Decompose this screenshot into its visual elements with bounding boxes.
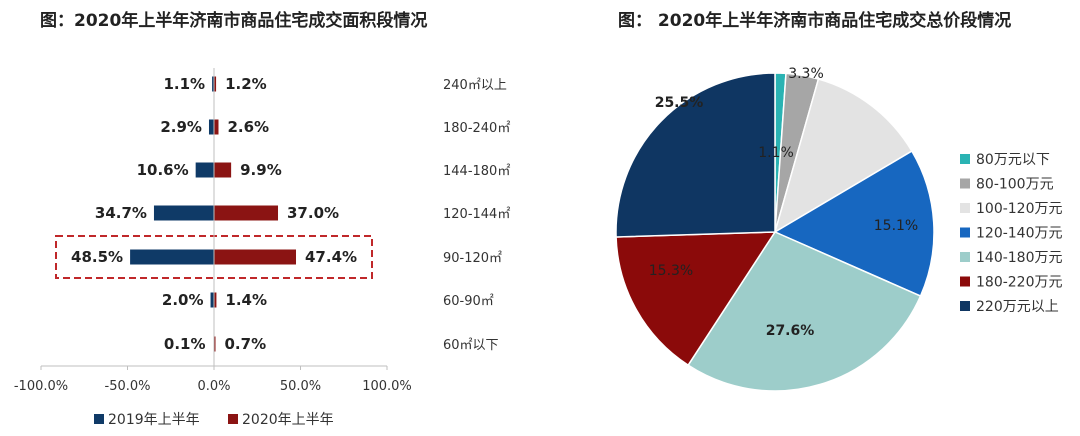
bar-chart-title: 图：2020年上半年济南市商品住宅成交面积段情况 bbox=[40, 11, 428, 31]
bar-2020 bbox=[214, 119, 219, 135]
category-label: 120-144㎡ bbox=[443, 207, 510, 222]
pie-legend-label: 80万元以下 bbox=[976, 152, 1050, 168]
legend-swatch-2020 bbox=[228, 414, 238, 424]
value-label-2020: 47.4% bbox=[305, 248, 357, 266]
category-label: 180-240㎡ bbox=[443, 121, 510, 136]
x-tick-label: -100.0% bbox=[14, 379, 68, 394]
value-label-2020: 9.9% bbox=[240, 161, 282, 179]
legend-label-2020: 2020年上半年 bbox=[242, 412, 334, 428]
pie-legend-swatch bbox=[960, 154, 970, 164]
category-label: 60㎡以下 bbox=[443, 338, 499, 353]
bar-2019 bbox=[153, 205, 214, 221]
bar-2020 bbox=[214, 205, 279, 221]
x-tick-label: 100.0% bbox=[362, 379, 412, 394]
pie-legend-label: 80-100万元 bbox=[976, 177, 1054, 193]
legend-label-2019: 2019年上半年 bbox=[108, 412, 200, 428]
pie-slice bbox=[774, 72, 787, 233]
pie-value-label: 15.3% bbox=[649, 263, 693, 279]
category-label: 144-180㎡ bbox=[443, 164, 510, 179]
x-tick-label: 50.0% bbox=[280, 379, 321, 394]
pie-legend-label: 120-140万元 bbox=[976, 226, 1063, 242]
bar-2019 bbox=[195, 162, 214, 178]
value-label-2019: 0.1% bbox=[164, 335, 206, 353]
bar-2019 bbox=[212, 76, 214, 92]
pie-slice bbox=[773, 150, 935, 298]
value-label-2020: 0.7% bbox=[225, 335, 267, 353]
pie-slice bbox=[774, 72, 820, 233]
bar-2020 bbox=[214, 76, 217, 92]
bar-2019 bbox=[130, 249, 214, 265]
value-label-2019: 34.7% bbox=[95, 204, 147, 222]
legend-swatch-2019 bbox=[94, 414, 104, 424]
value-label-2019: 48.5% bbox=[71, 248, 123, 266]
value-label-2019: 1.1% bbox=[163, 75, 205, 93]
bar-2020 bbox=[214, 292, 217, 308]
pie-slice bbox=[615, 72, 776, 238]
pie-value-label: 25.5% bbox=[655, 95, 704, 111]
pie-legend-swatch bbox=[960, 178, 970, 189]
bar-2020 bbox=[214, 336, 216, 352]
category-label: 90-120㎡ bbox=[443, 251, 502, 266]
x-tick-label: 0.0% bbox=[197, 379, 230, 394]
pie-slice bbox=[615, 231, 777, 367]
x-tick-label: -50.0% bbox=[105, 379, 151, 394]
pie-legend-swatch bbox=[960, 301, 970, 311]
bar-2019 bbox=[208, 119, 214, 135]
value-label-2020: 1.4% bbox=[225, 291, 267, 309]
pie-slice bbox=[773, 78, 913, 234]
pie-value-label: 1.1% bbox=[758, 145, 794, 161]
bar-2019 bbox=[210, 292, 214, 308]
pie-chart-title: 图： 2020年上半年济南市商品住宅成交总价段情况 bbox=[618, 11, 1012, 31]
pie-legend-label: 140-180万元 bbox=[976, 250, 1063, 266]
bar-chart: 1.1% 1.2% 240㎡以上 2.9% 2.6% 180-240㎡ 10.6% 9.9% 1… bbox=[14, 68, 510, 428]
value-label-2019: 10.6% bbox=[137, 161, 189, 179]
bar-2020 bbox=[214, 162, 232, 178]
value-label-2020: 37.0% bbox=[287, 204, 339, 222]
value-label-2019: 2.0% bbox=[162, 291, 204, 309]
category-label: 240㎡以上 bbox=[443, 78, 507, 93]
value-label-2019: 2.9% bbox=[160, 118, 202, 136]
pie-legend-swatch bbox=[960, 252, 970, 262]
pie-value-label: 15.1% bbox=[874, 218, 918, 234]
pie-legend-swatch bbox=[960, 203, 970, 213]
pie-slice bbox=[687, 231, 922, 392]
bar-2020 bbox=[214, 249, 297, 265]
value-label-2020: 1.2% bbox=[225, 75, 267, 93]
pie-legend-label: 180-220万元 bbox=[976, 275, 1063, 291]
pie-legend-label: 220万元以上 bbox=[976, 299, 1059, 315]
pie-legend-label: 100-120万元 bbox=[976, 201, 1063, 217]
category-label: 60-90㎡ bbox=[443, 294, 494, 309]
pie-value-label: 27.6% bbox=[766, 323, 815, 339]
pie-legend-swatch bbox=[960, 227, 970, 238]
pie-legend-swatch bbox=[960, 276, 970, 287]
pie-value-label: 3.3% bbox=[788, 66, 824, 82]
value-label-2020: 2.6% bbox=[227, 118, 269, 136]
